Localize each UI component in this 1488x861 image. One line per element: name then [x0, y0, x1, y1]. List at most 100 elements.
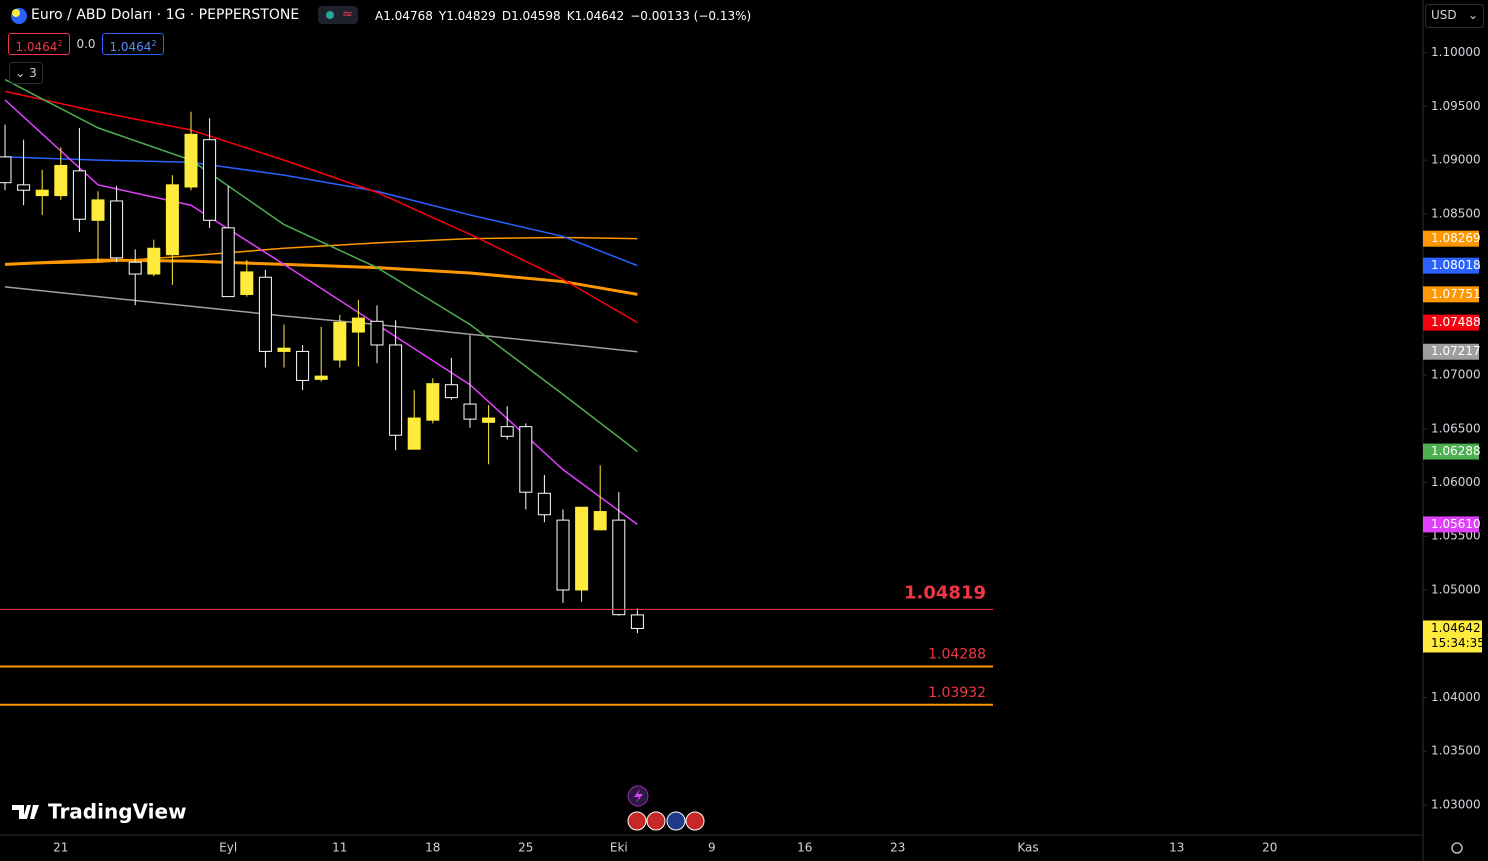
- candle-body: [333, 321, 347, 361]
- indicator-price-box: [1423, 230, 1479, 247]
- x-tick-label: 21: [53, 841, 68, 855]
- lightning: [634, 789, 643, 803]
- buy-button[interactable]: 1.04642: [102, 33, 164, 55]
- candle-body: [258, 276, 272, 352]
- countdown: 15:34:35: [1431, 636, 1485, 650]
- candle-body: [314, 375, 328, 380]
- candle-body: [296, 350, 310, 381]
- sell-price: 1.0464: [15, 40, 58, 54]
- indicator-price-box: [1423, 314, 1479, 331]
- indicator-price-box: [1423, 343, 1479, 360]
- settings-icon[interactable]: [1451, 842, 1463, 854]
- candle-body: [630, 614, 644, 629]
- candle-body: [35, 189, 49, 197]
- flag-icon[interactable]: [646, 811, 666, 831]
- candle-body: [500, 426, 514, 437]
- candle-body: [463, 403, 477, 420]
- spread: 0.0: [76, 37, 96, 51]
- current-price-box: [1423, 620, 1482, 653]
- indicator-line: [4, 258, 638, 296]
- x-tick-label: 11: [332, 841, 347, 855]
- ohlc-value: 1.04768: [383, 9, 433, 23]
- candle-body: [277, 347, 291, 352]
- candle-body: [165, 184, 179, 256]
- indicator-toggle[interactable]: ⌄ 3: [9, 62, 43, 84]
- event-flags[interactable]: [627, 811, 705, 831]
- sell-button[interactable]: 1.04642: [8, 33, 70, 55]
- indicator-price-box: [1423, 286, 1479, 303]
- indicator-count: 3: [29, 66, 37, 80]
- sell-pip: 2: [57, 39, 63, 48]
- candle-body: [444, 384, 458, 399]
- ohlc-value: 1.04642: [574, 9, 625, 23]
- y-tick-label: 1.07000: [1431, 368, 1481, 382]
- y-tick-label: 1.04000: [1431, 690, 1481, 704]
- y-tick-label: 1.09000: [1431, 153, 1481, 167]
- x-tick-label: Kas: [1017, 841, 1038, 855]
- current-price-label: 1.04642: [1431, 621, 1481, 635]
- candle-body: [17, 184, 31, 191]
- level-label: 1.04819: [904, 582, 986, 603]
- candle-body: [240, 271, 254, 295]
- indicator-price-label: 1.06288: [1431, 444, 1481, 458]
- indicator-line: [4, 78, 638, 453]
- candle-body: [556, 519, 570, 591]
- symbol-title[interactable]: Euro / ABD Doları · 1G · PEPPERSTONE: [31, 7, 300, 23]
- indicator-price-label: 1.05610: [1431, 517, 1481, 531]
- candle-body: [482, 417, 496, 423]
- flag-icon[interactable]: [627, 811, 647, 831]
- candle-body: [612, 519, 626, 616]
- indicator-price-label: 1.07751: [1431, 287, 1481, 301]
- indicator-line: [4, 99, 638, 526]
- candle-body: [128, 261, 142, 275]
- ohlc-letter: Y: [438, 9, 447, 23]
- candle-body: [351, 317, 365, 333]
- indicator-line: [4, 90, 638, 324]
- candle-body: [370, 320, 384, 346]
- indicator-price-label: 1.07488: [1431, 315, 1481, 329]
- y-tick-label: 1.06500: [1431, 421, 1481, 435]
- flag-icon[interactable]: [685, 811, 705, 831]
- candles: [0, 111, 644, 634]
- symbol-flag: [11, 8, 27, 24]
- flag-icon[interactable]: [666, 811, 686, 831]
- x-tick-label: 20: [1262, 841, 1277, 855]
- candle-body: [184, 133, 198, 188]
- candle-body: [537, 492, 551, 516]
- indicator-line: [4, 156, 638, 267]
- logo-mark: [12, 805, 39, 819]
- x-tick-label: 23: [890, 841, 905, 855]
- x-tick-label: 18: [425, 841, 440, 855]
- candle-body: [426, 383, 440, 421]
- currency: USD: [1431, 8, 1457, 22]
- indicators: [4, 78, 638, 526]
- x-tick-label: Eyl: [219, 841, 237, 855]
- candle-body: [91, 199, 105, 221]
- candle-body: [110, 200, 124, 259]
- candle-body: [575, 506, 589, 591]
- status-badge[interactable]: ≈: [318, 6, 358, 24]
- buy-pip: 2: [151, 39, 157, 48]
- y-tick-label: 1.03000: [1431, 797, 1481, 811]
- y-tick-label: 1.05000: [1431, 582, 1481, 596]
- indicator-price-box: [1423, 443, 1479, 460]
- level-label: 1.04288: [928, 646, 986, 662]
- y-tick-label: 1.08500: [1431, 206, 1481, 220]
- ohlc-letter: A: [375, 9, 384, 23]
- y-tick-label: 1.06000: [1431, 475, 1481, 489]
- symbol-icon: [10, 7, 28, 29]
- level-label: 1.03932: [928, 685, 986, 701]
- ohlc-letter: K: [566, 9, 575, 23]
- buy-price: 1.0464: [109, 40, 152, 54]
- indicator-price-box: [1423, 257, 1479, 274]
- x-tick-label: Eki: [610, 841, 628, 855]
- candle-body: [203, 139, 217, 221]
- candle-body: [593, 511, 607, 531]
- currency-select[interactable]: USD ⌄: [1425, 4, 1484, 28]
- x-tick-label: 9: [708, 841, 716, 855]
- indicator-price-box: [1423, 516, 1479, 533]
- y-tick-label: 1.10000: [1431, 45, 1481, 59]
